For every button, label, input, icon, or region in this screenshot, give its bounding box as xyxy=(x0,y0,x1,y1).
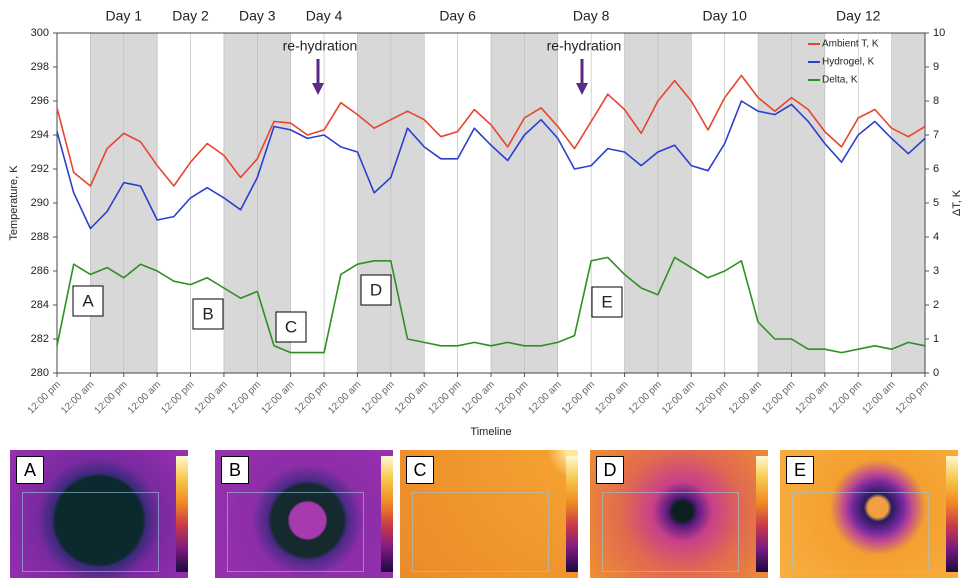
y2-tick-label: 1 xyxy=(933,333,939,345)
y-tick-label: 286 xyxy=(31,265,49,277)
y-tick-label: 282 xyxy=(31,333,49,345)
x-tick-label: 12:00 pm xyxy=(159,379,196,416)
x-axis-title: Timeline xyxy=(470,426,511,438)
y-tick-label: 280 xyxy=(31,367,49,379)
roi-box xyxy=(227,492,364,572)
shaded-band xyxy=(892,33,925,373)
x-tick-label: 12:00 pm xyxy=(560,379,597,416)
x-tick-label: 12:00 am xyxy=(59,379,96,416)
y-tick-label: 294 xyxy=(31,129,49,141)
label-box-text: C xyxy=(285,317,297,336)
panel-label: D xyxy=(596,456,624,484)
x-tick-label: 12:00 am xyxy=(593,379,630,416)
y-tick-label: 288 xyxy=(31,231,49,243)
y2-tick-label: 0 xyxy=(933,367,939,379)
annotation: re-hydration xyxy=(547,38,622,54)
color-scale xyxy=(176,456,188,572)
x-tick-label: 12:00 pm xyxy=(426,379,463,416)
day-label: Day 1 xyxy=(105,8,142,24)
y-tick-label: 300 xyxy=(31,27,49,39)
y-tick-label: 298 xyxy=(31,61,49,73)
y-tick-label: 296 xyxy=(31,95,49,107)
x-tick-label: 12:00 pm xyxy=(693,379,730,416)
day-label: Day 8 xyxy=(573,8,610,24)
chart: Temperature, K ΔT, K Timeline 12:00 pm12… xyxy=(0,0,968,440)
day-label: Day 4 xyxy=(306,8,343,24)
legend-label: Ambient T, K xyxy=(822,39,879,50)
color-scale xyxy=(756,456,768,572)
label-box-text: B xyxy=(202,304,213,323)
x-tick-label: 12:00 pm xyxy=(827,379,864,416)
x-tick-label: 12:00 am xyxy=(460,379,497,416)
y2-tick-label: 8 xyxy=(933,95,939,107)
roi-box xyxy=(792,492,929,572)
y2-tick-label: 10 xyxy=(933,27,945,39)
day-label: Day 6 xyxy=(439,8,476,24)
panel-label: C xyxy=(406,456,434,484)
page: Temperature, K ΔT, K Timeline 12:00 pm12… xyxy=(0,0,968,582)
legend-label: Delta, K xyxy=(822,75,858,86)
x-tick-label: 12:00 pm xyxy=(226,379,263,416)
x-tick-label: 12:00 pm xyxy=(627,379,664,416)
x-tick-label: 12:00 pm xyxy=(760,379,797,416)
y2-tick-label: 5 xyxy=(933,197,939,209)
x-tick-label: 12:00 am xyxy=(326,379,363,416)
x-tick-label: 12:00 am xyxy=(860,379,897,416)
x-tick-label: 12:00 pm xyxy=(293,379,330,416)
label-box-text: E xyxy=(601,292,612,311)
x-tick-label: 12:00 am xyxy=(126,379,163,416)
x-tick-label: 12:00 pm xyxy=(493,379,530,416)
x-tick-label: 12:00 am xyxy=(660,379,697,416)
x-tick-label: 12:00 am xyxy=(259,379,296,416)
y2-tick-label: 6 xyxy=(933,163,939,175)
x-tick-label: 12:00 pm xyxy=(360,379,397,416)
day-label: Day 2 xyxy=(172,8,209,24)
x-tick-label: 12:00 pm xyxy=(26,379,63,416)
annotation-arrowhead xyxy=(576,83,588,95)
y2-tick-label: 9 xyxy=(933,61,939,73)
thermal-image: B xyxy=(215,450,393,578)
x-tick-label: 12:00 am xyxy=(727,379,764,416)
roi-box xyxy=(602,492,739,572)
color-scale xyxy=(381,456,393,572)
y-axis-title: Temperature, K xyxy=(8,165,20,241)
y2-tick-label: 7 xyxy=(933,129,939,141)
x-tick-label: 12:00 pm xyxy=(894,379,931,416)
y2-tick-label: 4 xyxy=(933,231,939,243)
color-scale xyxy=(566,456,578,572)
x-tick-label: 12:00 am xyxy=(526,379,563,416)
color-scale xyxy=(946,456,958,572)
y2-axis-title: ΔT, K xyxy=(951,189,963,216)
thermal-image: A xyxy=(10,450,188,578)
day-label: Day 3 xyxy=(239,8,276,24)
y2-tick-label: 3 xyxy=(933,265,939,277)
annotation: re-hydration xyxy=(283,38,358,54)
roi-box xyxy=(412,492,549,572)
annotation-arrowhead xyxy=(312,83,324,95)
x-tick-label: 12:00 am xyxy=(193,379,230,416)
y-tick-label: 290 xyxy=(31,197,49,209)
day-label: Day 12 xyxy=(836,8,881,24)
label-box-text: A xyxy=(82,291,94,310)
x-tick-label: 12:00 pm xyxy=(92,379,129,416)
day-label: Day 10 xyxy=(703,8,748,24)
panel-label: A xyxy=(16,456,44,484)
y2-tick-label: 2 xyxy=(933,299,939,311)
thermal-image: E xyxy=(780,450,958,578)
roi-box xyxy=(22,492,159,572)
y-tick-label: 292 xyxy=(31,163,49,175)
x-tick-label: 12:00 am xyxy=(393,379,430,416)
label-box-text: D xyxy=(370,280,382,299)
thermal-image: D xyxy=(590,450,768,578)
panel-label: B xyxy=(221,456,249,484)
x-tick-label: 12:00 am xyxy=(794,379,831,416)
panel-label: E xyxy=(786,456,814,484)
legend-label: Hydrogel, K xyxy=(822,57,875,68)
y-tick-label: 284 xyxy=(31,299,49,311)
thermal-image: C xyxy=(400,450,578,578)
